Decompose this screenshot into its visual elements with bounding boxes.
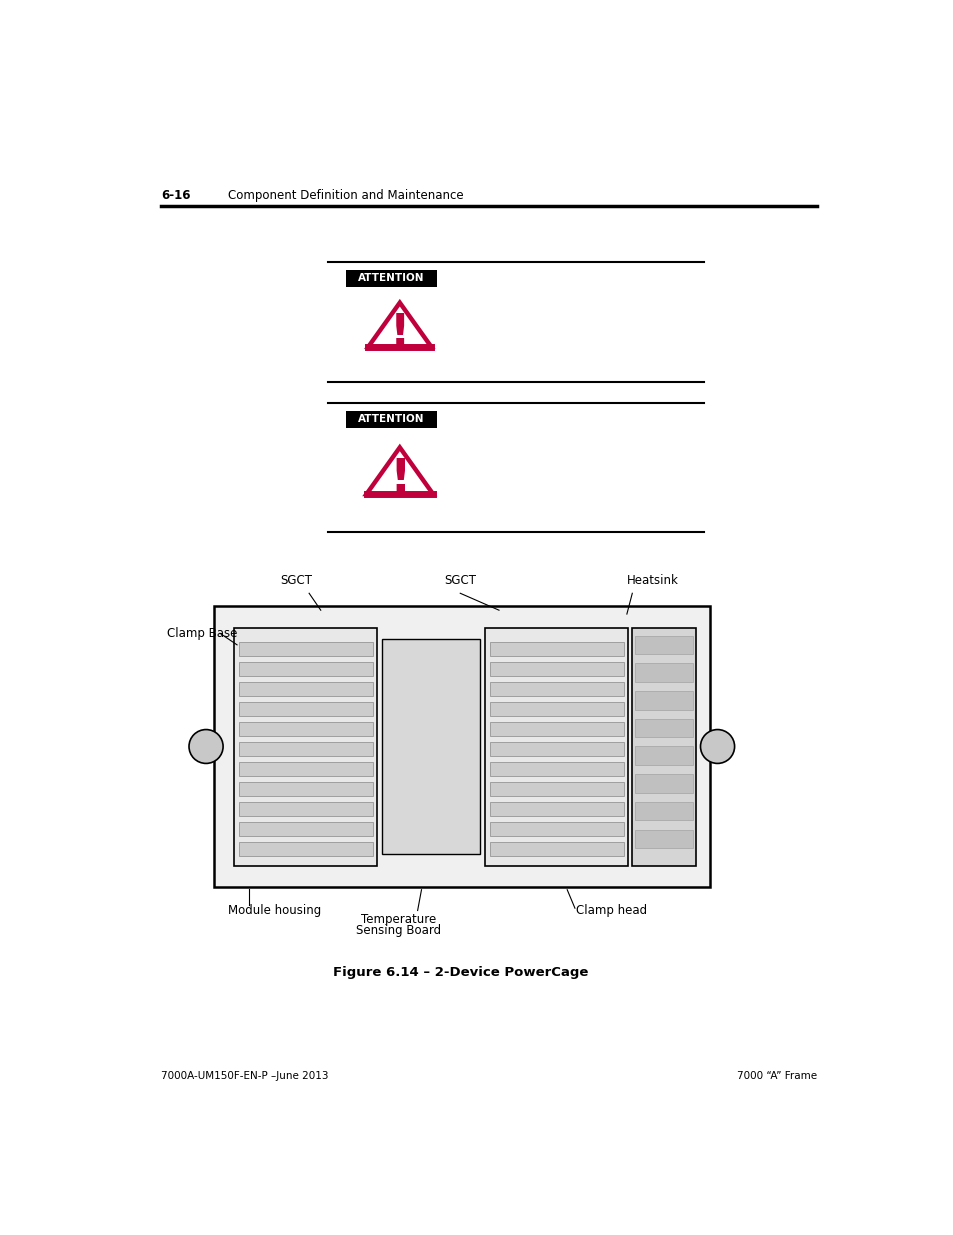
FancyBboxPatch shape <box>484 627 628 866</box>
Text: Heatsink: Heatsink <box>626 574 678 587</box>
Text: Sensing Board: Sensing Board <box>355 924 440 936</box>
FancyBboxPatch shape <box>238 842 373 856</box>
FancyBboxPatch shape <box>381 640 480 855</box>
FancyBboxPatch shape <box>635 719 692 737</box>
FancyBboxPatch shape <box>238 662 373 676</box>
Text: 7000A-UM150F-EN-P –June 2013: 7000A-UM150F-EN-P –June 2013 <box>161 1071 328 1081</box>
FancyBboxPatch shape <box>238 742 373 756</box>
Text: Clamp Base: Clamp Base <box>167 627 237 640</box>
Text: Component Definition and Maintenance: Component Definition and Maintenance <box>228 189 463 203</box>
FancyBboxPatch shape <box>238 823 373 836</box>
FancyBboxPatch shape <box>489 823 623 836</box>
FancyBboxPatch shape <box>489 782 623 795</box>
FancyBboxPatch shape <box>489 701 623 716</box>
FancyBboxPatch shape <box>238 721 373 736</box>
FancyBboxPatch shape <box>238 782 373 795</box>
FancyBboxPatch shape <box>238 642 373 656</box>
Text: 6-16: 6-16 <box>161 189 191 203</box>
FancyBboxPatch shape <box>489 742 623 756</box>
Text: Temperature: Temperature <box>360 913 436 926</box>
Text: SGCT: SGCT <box>444 574 476 587</box>
Text: ATTENTION: ATTENTION <box>357 273 424 283</box>
FancyBboxPatch shape <box>238 701 373 716</box>
FancyBboxPatch shape <box>635 692 692 710</box>
FancyBboxPatch shape <box>635 746 692 764</box>
FancyBboxPatch shape <box>238 762 373 776</box>
FancyBboxPatch shape <box>635 774 692 793</box>
Text: Module housing: Module housing <box>228 904 320 918</box>
Text: SGCT: SGCT <box>279 574 312 587</box>
Text: Figure 6.14 – 2-Device PowerCage: Figure 6.14 – 2-Device PowerCage <box>333 966 587 978</box>
FancyBboxPatch shape <box>238 682 373 695</box>
FancyBboxPatch shape <box>233 627 377 866</box>
Text: Clamp head: Clamp head <box>576 904 647 918</box>
Polygon shape <box>368 303 431 347</box>
FancyBboxPatch shape <box>635 663 692 682</box>
FancyBboxPatch shape <box>345 411 436 427</box>
Text: 7000 “A” Frame: 7000 “A” Frame <box>736 1071 816 1081</box>
FancyBboxPatch shape <box>489 642 623 656</box>
Text: ATTENTION: ATTENTION <box>357 414 424 425</box>
Circle shape <box>189 730 223 763</box>
FancyBboxPatch shape <box>489 802 623 816</box>
FancyBboxPatch shape <box>635 830 692 848</box>
Text: !: ! <box>389 457 410 503</box>
Circle shape <box>700 730 734 763</box>
Polygon shape <box>366 447 433 494</box>
FancyBboxPatch shape <box>635 802 692 820</box>
FancyBboxPatch shape <box>213 606 709 888</box>
FancyBboxPatch shape <box>489 762 623 776</box>
FancyBboxPatch shape <box>238 802 373 816</box>
FancyBboxPatch shape <box>345 270 436 287</box>
FancyBboxPatch shape <box>489 721 623 736</box>
FancyBboxPatch shape <box>635 636 692 655</box>
FancyBboxPatch shape <box>489 842 623 856</box>
FancyBboxPatch shape <box>632 627 695 866</box>
Text: !: ! <box>389 311 410 354</box>
FancyBboxPatch shape <box>489 662 623 676</box>
FancyBboxPatch shape <box>489 682 623 695</box>
